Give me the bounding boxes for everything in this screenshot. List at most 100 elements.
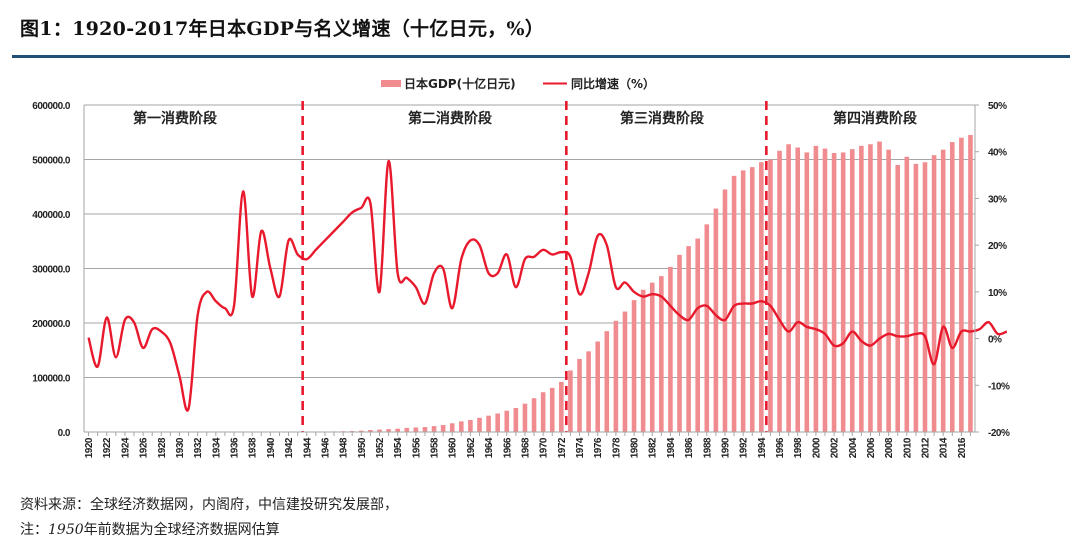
left-axis-tick-label: 100000.0 (32, 374, 71, 385)
gdp-bar (377, 429, 382, 432)
chart-title: 图1：1920-2017年日本GDP与名义增速（十亿日元，%） (20, 18, 545, 40)
footnote-prefix: 注： (20, 522, 48, 538)
gdp-bar (431, 426, 437, 432)
gdp-bar (813, 145, 819, 432)
gdp-bar (577, 358, 582, 432)
gdp-bar (613, 320, 619, 432)
gdp-bar (959, 137, 964, 432)
phase-label: 第二消费阶段 (408, 110, 492, 127)
gdp-bar (640, 289, 646, 432)
gdp-bar (595, 341, 600, 432)
left-axis-tick-label: 0.0 (58, 428, 71, 439)
x-axis-tick-label: 1974 (575, 437, 586, 458)
gdp-bar (859, 145, 864, 432)
gdp-bar (522, 403, 528, 432)
gdp-bar (486, 415, 491, 432)
gdp-bar (695, 238, 700, 432)
right-axis-tick-label: -10% (988, 381, 1010, 392)
gdp-bar (531, 398, 537, 432)
x-axis-tick-label: 1956 (411, 437, 422, 458)
gdp-bar (831, 152, 837, 432)
gdp-bar (649, 282, 655, 432)
x-axis-tick-label: 2010 (902, 437, 913, 458)
right-axis-tick-label: 10% (988, 288, 1007, 299)
x-axis-tick-label: 1922 (102, 437, 113, 458)
left-axis-tick-label: 300000.0 (32, 265, 71, 276)
x-axis-tick-label: 1954 (393, 437, 404, 458)
gdp-bar (686, 246, 691, 432)
gdp-bar (659, 276, 664, 432)
gdp-bar (704, 224, 710, 432)
growth-line (87, 159, 1008, 412)
x-axis-tick-label: 1964 (484, 437, 495, 458)
phase-label: 第四消费阶段 (833, 110, 917, 127)
gdp-bar (713, 208, 719, 432)
gdp-bar (768, 159, 773, 432)
x-axis-tick-label: 1984 (666, 437, 677, 458)
x-axis-tick-label: 1940 (266, 437, 277, 458)
gdp-bar (722, 189, 728, 432)
left-axis-tick-label: 500000.0 (32, 156, 71, 167)
x-axis-tick-label: 1996 (775, 437, 786, 458)
x-axis-tick-label: 1942 (284, 437, 295, 458)
gdp-bar (440, 425, 446, 432)
gdp-bar (459, 421, 464, 432)
gdp-bar (631, 300, 637, 432)
x-axis-tick-label: 1938 (248, 437, 259, 458)
gdp-bar (395, 428, 400, 432)
x-axis-tick-label: 1932 (193, 437, 204, 458)
gdp-bar (822, 148, 828, 432)
x-axis-tick-label: 1978 (611, 437, 622, 458)
left-axis-tick-label: 200000.0 (32, 319, 71, 330)
x-axis-tick-label: 1928 (157, 437, 168, 458)
gdp-bar (540, 392, 546, 432)
left-axis-tick-label: 400000.0 (32, 210, 71, 221)
gdp-bar (795, 147, 801, 432)
gdp-bar (840, 152, 846, 432)
gdp-bar (895, 164, 901, 432)
x-axis-tick-label: 2016 (957, 437, 968, 458)
x-axis-tick-label: 1950 (357, 437, 368, 458)
x-axis-tick-label: 2006 (866, 437, 877, 458)
x-axis-tick-label: 1972 (557, 437, 568, 458)
gdp-bar (559, 381, 564, 432)
gdp-bar (568, 370, 573, 432)
x-axis-tick-label: 1990 (720, 437, 731, 458)
gdp-bar (677, 254, 682, 432)
x-axis-tick-label: 1944 (302, 437, 313, 458)
gdp-bar (449, 423, 455, 432)
footnote-text: 年前数据为全球经济数据网估算 (83, 522, 280, 538)
gdp-bar (786, 144, 791, 432)
gdp-bar (468, 420, 473, 432)
x-axis-tick-label: 1936 (230, 437, 241, 458)
right-axis-tick-label: 20% (988, 241, 1007, 252)
gdp-bar (404, 427, 410, 432)
legend-label-growth: 同比增速（%） (571, 76, 655, 91)
footnote: 注：1950年前数据为全球经济数据网估算 (20, 519, 280, 539)
x-axis-tick-label: 1958 (430, 437, 441, 458)
x-axis-tick-label: 1948 (339, 437, 350, 458)
x-axis-tick-label: 1992 (739, 437, 750, 458)
title-rule (12, 55, 1070, 58)
x-axis-tick-label: 1980 (630, 437, 641, 458)
gdp-bar (931, 155, 937, 432)
x-axis-tick-label: 1946 (320, 437, 331, 458)
gdp-bar (622, 311, 628, 432)
legend: 日本GDP(十亿日元) 同比增速（%） (381, 76, 655, 91)
gdp-bar (668, 266, 673, 432)
x-axis-tick-label: 1982 (648, 437, 659, 458)
gdp-bar (949, 142, 955, 432)
gdp-bar (913, 163, 919, 433)
gdp-bar (886, 149, 891, 432)
gdp-bar (386, 429, 391, 432)
legend-label-gdp: 日本GDP(十亿日元) (404, 76, 516, 91)
gdp-bar (513, 408, 519, 432)
gdp-bar (731, 175, 737, 432)
left-axis-tick-label: 600000.0 (32, 101, 71, 112)
phase-labels: 第一消费阶段 第二消费阶段 第三消费阶段 第四消费阶段 (133, 110, 917, 127)
gdp-bar (549, 387, 555, 432)
gdp-bar (504, 410, 510, 432)
gdp-bars (304, 134, 973, 433)
x-axis-tick-label: 2012 (920, 437, 931, 458)
gdp-bar (777, 150, 782, 432)
